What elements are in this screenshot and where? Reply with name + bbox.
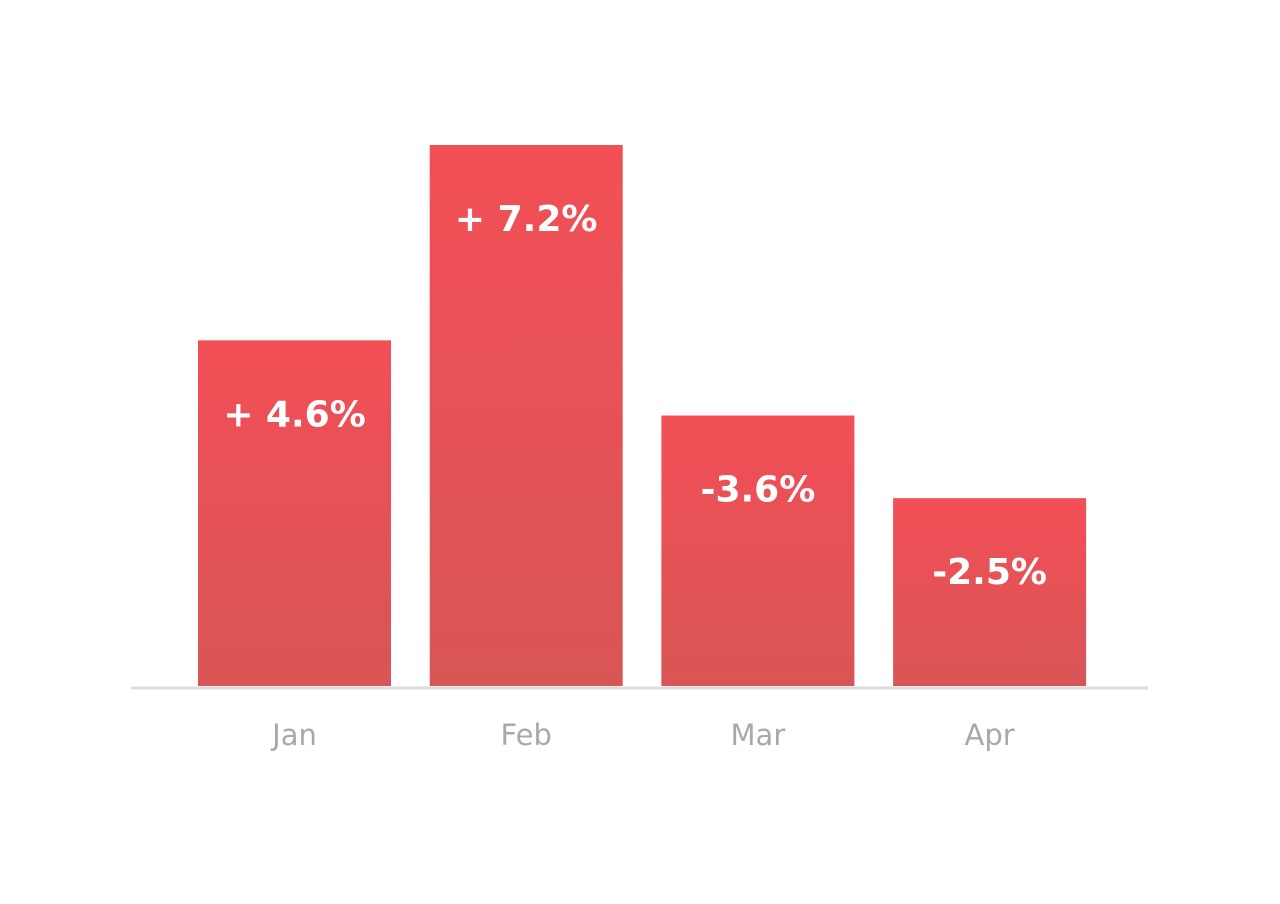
bar	[198, 340, 391, 686]
x-tick-label: Mar	[731, 718, 786, 752]
value-label: + 4.6%	[223, 394, 366, 435]
bar	[429, 145, 623, 686]
value-label: -3.6%	[701, 470, 816, 511]
x-tick-label: Apr	[965, 718, 1015, 752]
value-label: + 7.2%	[455, 199, 598, 240]
x-tick-label: Feb	[501, 718, 552, 752]
bar	[893, 498, 1087, 686]
x-tick-label: Jan	[270, 718, 317, 752]
bar	[661, 415, 855, 686]
value-label: -2.5%	[932, 552, 1047, 593]
